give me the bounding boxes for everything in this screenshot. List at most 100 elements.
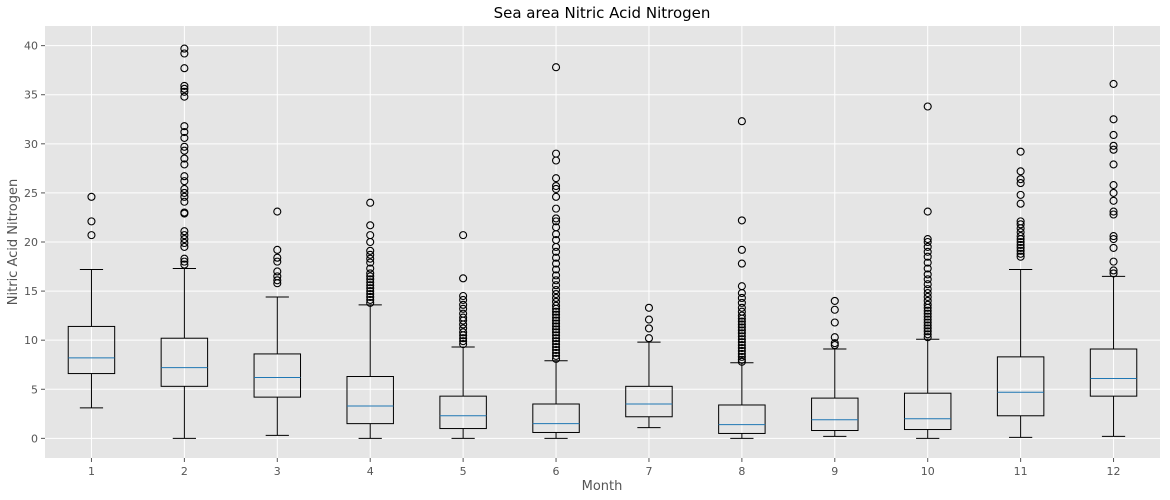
- outlier-point: [551, 293, 561, 303]
- outlier-point: [551, 297, 561, 306]
- outlier-point: [737, 332, 746, 341]
- outlier-point: [644, 303, 654, 312]
- outlier-point: [737, 346, 746, 356]
- outlier-point: [366, 295, 375, 304]
- outlier-point: [1016, 179, 1025, 188]
- outlier-point: [923, 242, 932, 251]
- outlier-point: [180, 238, 189, 248]
- outlier-point: [1016, 240, 1025, 249]
- outlier-point: [923, 235, 932, 244]
- outlier-point: [459, 334, 468, 343]
- outlier-point: [459, 291, 468, 301]
- x-tick-label: 9: [831, 465, 838, 478]
- outlier-point: [551, 325, 561, 334]
- outlier-point: [366, 281, 375, 290]
- outlier-point: [737, 245, 746, 254]
- outlier-point: [923, 247, 932, 256]
- outlier-point: [366, 264, 375, 273]
- outlier-point: [1016, 252, 1025, 261]
- outlier-point: [737, 117, 746, 126]
- outlier-point: [180, 160, 189, 169]
- outlier-point: [551, 253, 561, 262]
- outlier-point: [923, 300, 932, 309]
- outlier-point: [923, 207, 932, 216]
- outlier-point: [366, 231, 375, 240]
- outlier-point: [737, 335, 746, 344]
- outlier-point: [737, 323, 746, 332]
- outlier-point: [1109, 160, 1118, 169]
- outlier-point: [551, 301, 561, 310]
- outlier-point: [1016, 175, 1025, 184]
- iqr-box: [532, 403, 580, 433]
- outlier-point: [551, 313, 561, 322]
- iqr-box: [67, 325, 116, 375]
- outlier-point: [551, 184, 561, 194]
- outlier-point: [180, 64, 189, 73]
- outlier-point: [737, 329, 746, 338]
- outlier-point: [551, 63, 561, 72]
- outlier-point: [923, 315, 932, 324]
- outlier-point: [923, 309, 932, 318]
- outlier-point: [737, 338, 746, 347]
- iqr-box: [996, 356, 1045, 417]
- outlier-point: [1016, 147, 1025, 156]
- chart-title: Sea area Nitric Acid Nitrogen: [494, 4, 711, 22]
- outlier-point: [366, 250, 375, 259]
- outlier-point: [180, 208, 189, 217]
- x-tick-label: 11: [1014, 465, 1028, 478]
- outlier-point: [737, 349, 746, 358]
- outlier-point: [1109, 79, 1118, 88]
- outlier-point: [1109, 181, 1118, 190]
- outlier-point: [459, 328, 468, 337]
- outlier-point: [273, 276, 282, 285]
- outlier-point: [737, 320, 746, 329]
- outlier-point: [1016, 228, 1025, 237]
- outlier-point: [366, 284, 375, 293]
- outlier-point: [180, 188, 189, 197]
- outlier-point: [180, 84, 189, 93]
- box-month-6: [532, 63, 580, 439]
- x-tick-label: 4: [367, 465, 374, 478]
- outlier-point: [180, 87, 189, 96]
- outlier-point: [366, 278, 375, 287]
- outlier-point: [1109, 243, 1118, 252]
- outlier-point: [366, 198, 375, 207]
- outlier-point: [923, 264, 932, 273]
- outlier-point: [737, 307, 746, 316]
- outlier-point: [273, 257, 282, 266]
- y-tick-label: 20: [24, 236, 38, 249]
- outlier-point: [923, 270, 932, 279]
- outlier-point: [923, 324, 932, 333]
- outlier-point: [87, 192, 96, 201]
- outlier-point: [366, 221, 375, 230]
- box-month-4: [346, 198, 394, 439]
- outlier-point: [459, 309, 468, 318]
- outlier-point: [551, 149, 561, 158]
- x-tick-label: 1: [88, 465, 95, 478]
- outlier-point: [737, 343, 746, 353]
- outlier-point: [551, 271, 561, 280]
- outlier-point: [459, 231, 468, 240]
- outlier-point: [737, 293, 746, 303]
- outlier-point: [459, 274, 468, 283]
- outlier-point: [923, 237, 932, 247]
- outlier-point: [1109, 188, 1118, 197]
- outlier-point: [459, 295, 468, 304]
- outlier-point: [923, 258, 932, 267]
- outlier-point: [923, 327, 932, 336]
- outlier-point: [923, 330, 932, 339]
- outlier-point: [180, 177, 189, 186]
- outlier-point: [551, 348, 561, 357]
- outlier-point: [1109, 207, 1118, 216]
- outlier-point: [551, 310, 561, 319]
- x-tick-label: 7: [645, 465, 652, 478]
- outlier-point: [830, 305, 839, 314]
- outlier-point: [366, 275, 375, 284]
- outlier-point: [1109, 235, 1118, 244]
- outlier-point: [737, 355, 746, 364]
- outlier-point: [551, 351, 561, 360]
- outlier-point: [87, 231, 96, 240]
- box-month-3: [253, 207, 302, 436]
